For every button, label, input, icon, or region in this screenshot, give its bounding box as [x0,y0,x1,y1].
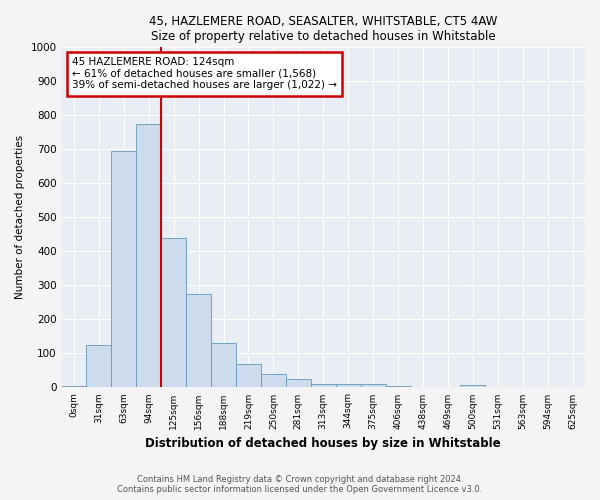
Bar [261,374,286,388]
Text: 45 HAZLEMERE ROAD: 124sqm
← 61% of detached houses are smaller (1,568)
39% of se: 45 HAZLEMERE ROAD: 124sqm ← 61% of detac… [72,57,337,90]
Text: Contains HM Land Registry data © Crown copyright and database right 2024.: Contains HM Land Registry data © Crown c… [137,476,463,484]
Bar [161,238,186,388]
Bar [286,379,311,388]
Bar [460,384,485,388]
Bar [112,151,136,388]
Bar [236,364,261,388]
Bar [136,124,161,388]
Y-axis label: Number of detached properties: Number of detached properties [15,135,25,299]
Bar [336,384,361,388]
Bar [386,386,410,388]
Bar [62,386,86,388]
Bar [311,384,336,388]
Bar [361,384,386,388]
Title: 45, HAZLEMERE ROAD, SEASALTER, WHITSTABLE, CT5 4AW
Size of property relative to : 45, HAZLEMERE ROAD, SEASALTER, WHITSTABL… [149,15,497,43]
Bar [86,345,112,388]
Bar [186,294,211,388]
Bar [211,343,236,388]
Text: Contains public sector information licensed under the Open Government Licence v3: Contains public sector information licen… [118,486,482,494]
X-axis label: Distribution of detached houses by size in Whitstable: Distribution of detached houses by size … [145,437,501,450]
